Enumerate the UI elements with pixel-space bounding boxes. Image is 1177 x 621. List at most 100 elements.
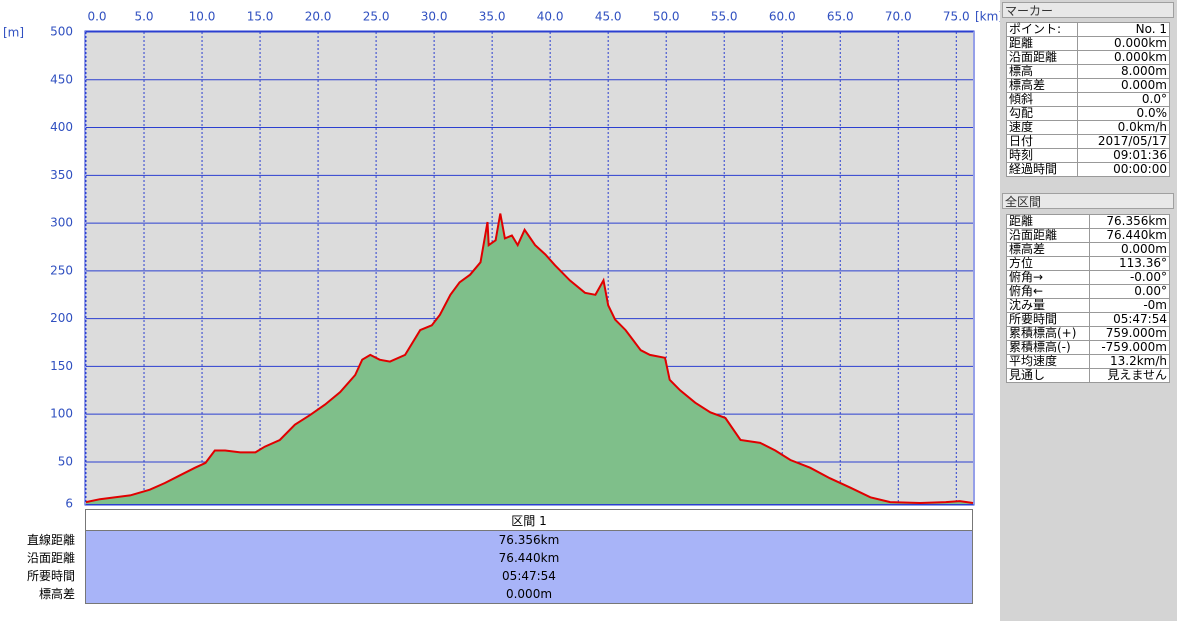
x-tick-label: 5.0 (134, 10, 153, 24)
row-label: ポイント: (1006, 22, 1078, 37)
total-table: 距離 76.356km 沿面距離 76.440km 標高差 0.000m 方位 113.36°… (1006, 214, 1170, 383)
row-label: 俯角→ (1006, 270, 1090, 285)
section-value: 0.000m (505, 587, 553, 601)
table-row: 日付 2017/05/17 (1006, 134, 1171, 149)
marker-table: ポイント: No. 1 距離 0.000km 沿面距離 0.000km 標高 8.000m 標高… (1006, 22, 1171, 177)
table-row: 標高差 0.000m (1006, 242, 1170, 257)
side-panel: マーカー ポイント: No. 1 距離 0.000km 沿面距離 0.000km 標高 8.0… (1000, 0, 1177, 621)
section-value: 05:47:54 (502, 569, 556, 583)
plot-border (84, 30, 975, 506)
section-label: 所要時間 (26, 569, 75, 583)
row-label: 速度 (1006, 120, 1078, 135)
row-label: 傾斜 (1006, 92, 1078, 107)
x-tick-label: 60.0 (769, 10, 796, 24)
table-row: 所要時間 05:47:54 (1006, 312, 1170, 327)
y-tick-label: 300 (50, 216, 73, 230)
section-body: 76.356km 76.440km 05:47:54 0.000m (85, 531, 973, 604)
x-tick-label: 75.0 (943, 10, 970, 24)
section-value: 76.440km (498, 551, 560, 565)
y-axis-label: [m] (3, 26, 24, 40)
table-row: 見通し 見えません (1006, 368, 1170, 383)
row-value: 0.00° (1088, 284, 1170, 299)
row-value: 0.000km (1076, 36, 1171, 51)
table-row: 俯角→ -0.00° (1006, 270, 1170, 285)
table-row: 標高差 0.000m (1006, 78, 1171, 93)
x-tick-label: 40.0 (537, 10, 564, 24)
panel-title: 全区間 (1002, 193, 1174, 209)
x-axis-label: [km] (975, 10, 1000, 24)
row-value: 0.0km/h (1076, 120, 1171, 135)
x-tick-label: 65.0 (827, 10, 854, 24)
row-label: 沿面距離 (1006, 228, 1090, 243)
x-tick-label: 50.0 (653, 10, 680, 24)
row-value: -759.000m (1088, 340, 1170, 355)
table-row: 経過時間 00:00:00 (1006, 162, 1171, 177)
section-table: 区間 1 76.356km 76.440km 05:47:54 0.000m (85, 509, 973, 604)
row-label: 経過時間 (1006, 162, 1078, 177)
table-row: 速度 0.0km/h (1006, 120, 1171, 135)
row-value: -0.00° (1088, 270, 1170, 285)
row-value: 05:47:54 (1088, 312, 1170, 327)
section-label: 沿面距離 (26, 551, 75, 565)
table-row: 平均速度 13.2km/h (1006, 354, 1170, 369)
section-value: 76.356km (498, 533, 560, 547)
y-tick-label: 350 (50, 168, 73, 182)
row-value: 8.000m (1076, 64, 1171, 79)
row-value: -0m (1088, 298, 1170, 313)
table-row: 累積標高(-) -759.000m (1006, 340, 1170, 355)
section-label: 標高差 (38, 587, 75, 601)
y-tick-label: 450 (50, 72, 73, 86)
section-label: 直線距離 (26, 533, 75, 547)
x-tick-label: 20.0 (305, 10, 332, 24)
chart: 6 50 100 150 200 250 300 350 400 450 500 0.0 5.0 10.0… (3, 10, 1000, 509)
x-tick-label: 35.0 (479, 10, 506, 24)
row-value: 0.0° (1076, 92, 1171, 107)
row-value: 0.000km (1076, 50, 1171, 65)
row-value: 0.000m (1088, 242, 1170, 257)
table-row: 俯角← 0.00° (1006, 284, 1170, 299)
x-tick-label: 25.0 (363, 10, 390, 24)
row-label: 勾配 (1006, 106, 1078, 121)
table-row: ポイント: No. 1 (1006, 22, 1171, 37)
x-tick-label: 0.0 (87, 10, 106, 24)
row-label: 方位 (1006, 256, 1090, 271)
panel-title: マーカー (1002, 2, 1174, 18)
table-row: 沿面距離 0.000km (1006, 50, 1171, 65)
table-row: 距離 0.000km (1006, 36, 1171, 51)
table-row: 傾斜 0.0° (1006, 92, 1171, 107)
row-label: 日付 (1006, 134, 1078, 149)
row-label: 所要時間 (1006, 312, 1090, 327)
row-label: 累積標高(+) (1006, 326, 1090, 341)
x-tick-label: 70.0 (885, 10, 912, 24)
row-value: 00:00:00 (1076, 162, 1171, 177)
table-row: 勾配 0.0% (1006, 106, 1171, 121)
line (85, 213, 974, 505)
table-row: 距離 76.356km (1006, 214, 1170, 229)
x-tick-label: 30.0 (421, 10, 448, 24)
row-value: 76.356km (1088, 214, 1170, 229)
x-tick-label: 15.0 (247, 10, 274, 24)
row-value: 見えません (1088, 368, 1170, 383)
section-header: 区間 1 (85, 509, 973, 531)
x-tick-label: 45.0 (595, 10, 622, 24)
row-value: 2017/05/17 (1076, 134, 1171, 149)
row-value: 0.0% (1076, 106, 1171, 121)
area (86, 213, 973, 504)
row-label: 標高差 (1006, 242, 1090, 257)
row-label: 距離 (1006, 36, 1078, 51)
row-value: No. 1 (1076, 22, 1171, 37)
table-row: 沈み量 -0m (1006, 298, 1170, 313)
row-value: 113.36° (1088, 256, 1170, 271)
table-row: 方位 113.36° (1006, 256, 1170, 271)
row-value: 09:01:36 (1076, 148, 1171, 163)
row-value: 0.000m (1076, 78, 1171, 93)
row-label: 見通し (1006, 368, 1090, 383)
y-tick-label: 50 (58, 454, 73, 468)
row-value: 759.000m (1088, 326, 1170, 341)
x-tick-label: 55.0 (711, 10, 738, 24)
table-row: 標高 8.000m (1006, 64, 1171, 79)
y-tick-label: 6 (65, 497, 73, 509)
y-tick-label: 400 (50, 120, 73, 134)
row-label: 時刻 (1006, 148, 1078, 163)
